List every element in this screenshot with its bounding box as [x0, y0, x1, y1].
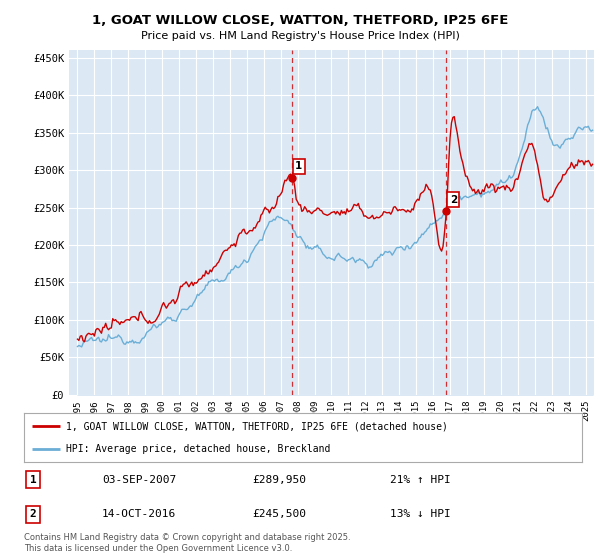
Text: 13% ↓ HPI: 13% ↓ HPI	[390, 510, 451, 519]
Text: 21% ↑ HPI: 21% ↑ HPI	[390, 475, 451, 484]
Text: 1: 1	[29, 475, 37, 484]
Text: £245,500: £245,500	[252, 510, 306, 519]
Text: 1, GOAT WILLOW CLOSE, WATTON, THETFORD, IP25 6FE: 1, GOAT WILLOW CLOSE, WATTON, THETFORD, …	[92, 14, 508, 27]
Text: 1, GOAT WILLOW CLOSE, WATTON, THETFORD, IP25 6FE (detached house): 1, GOAT WILLOW CLOSE, WATTON, THETFORD, …	[66, 421, 448, 431]
Text: HPI: Average price, detached house, Breckland: HPI: Average price, detached house, Brec…	[66, 444, 330, 454]
Text: 1: 1	[295, 161, 302, 171]
Text: 2: 2	[29, 510, 37, 519]
Text: Contains HM Land Registry data © Crown copyright and database right 2025.
This d: Contains HM Land Registry data © Crown c…	[24, 533, 350, 553]
Text: 03-SEP-2007: 03-SEP-2007	[102, 475, 176, 484]
Text: Price paid vs. HM Land Registry's House Price Index (HPI): Price paid vs. HM Land Registry's House …	[140, 31, 460, 41]
Text: 2: 2	[449, 195, 457, 205]
Text: 14-OCT-2016: 14-OCT-2016	[102, 510, 176, 519]
Text: £289,950: £289,950	[252, 475, 306, 484]
Bar	[292, 50, 446, 395]
